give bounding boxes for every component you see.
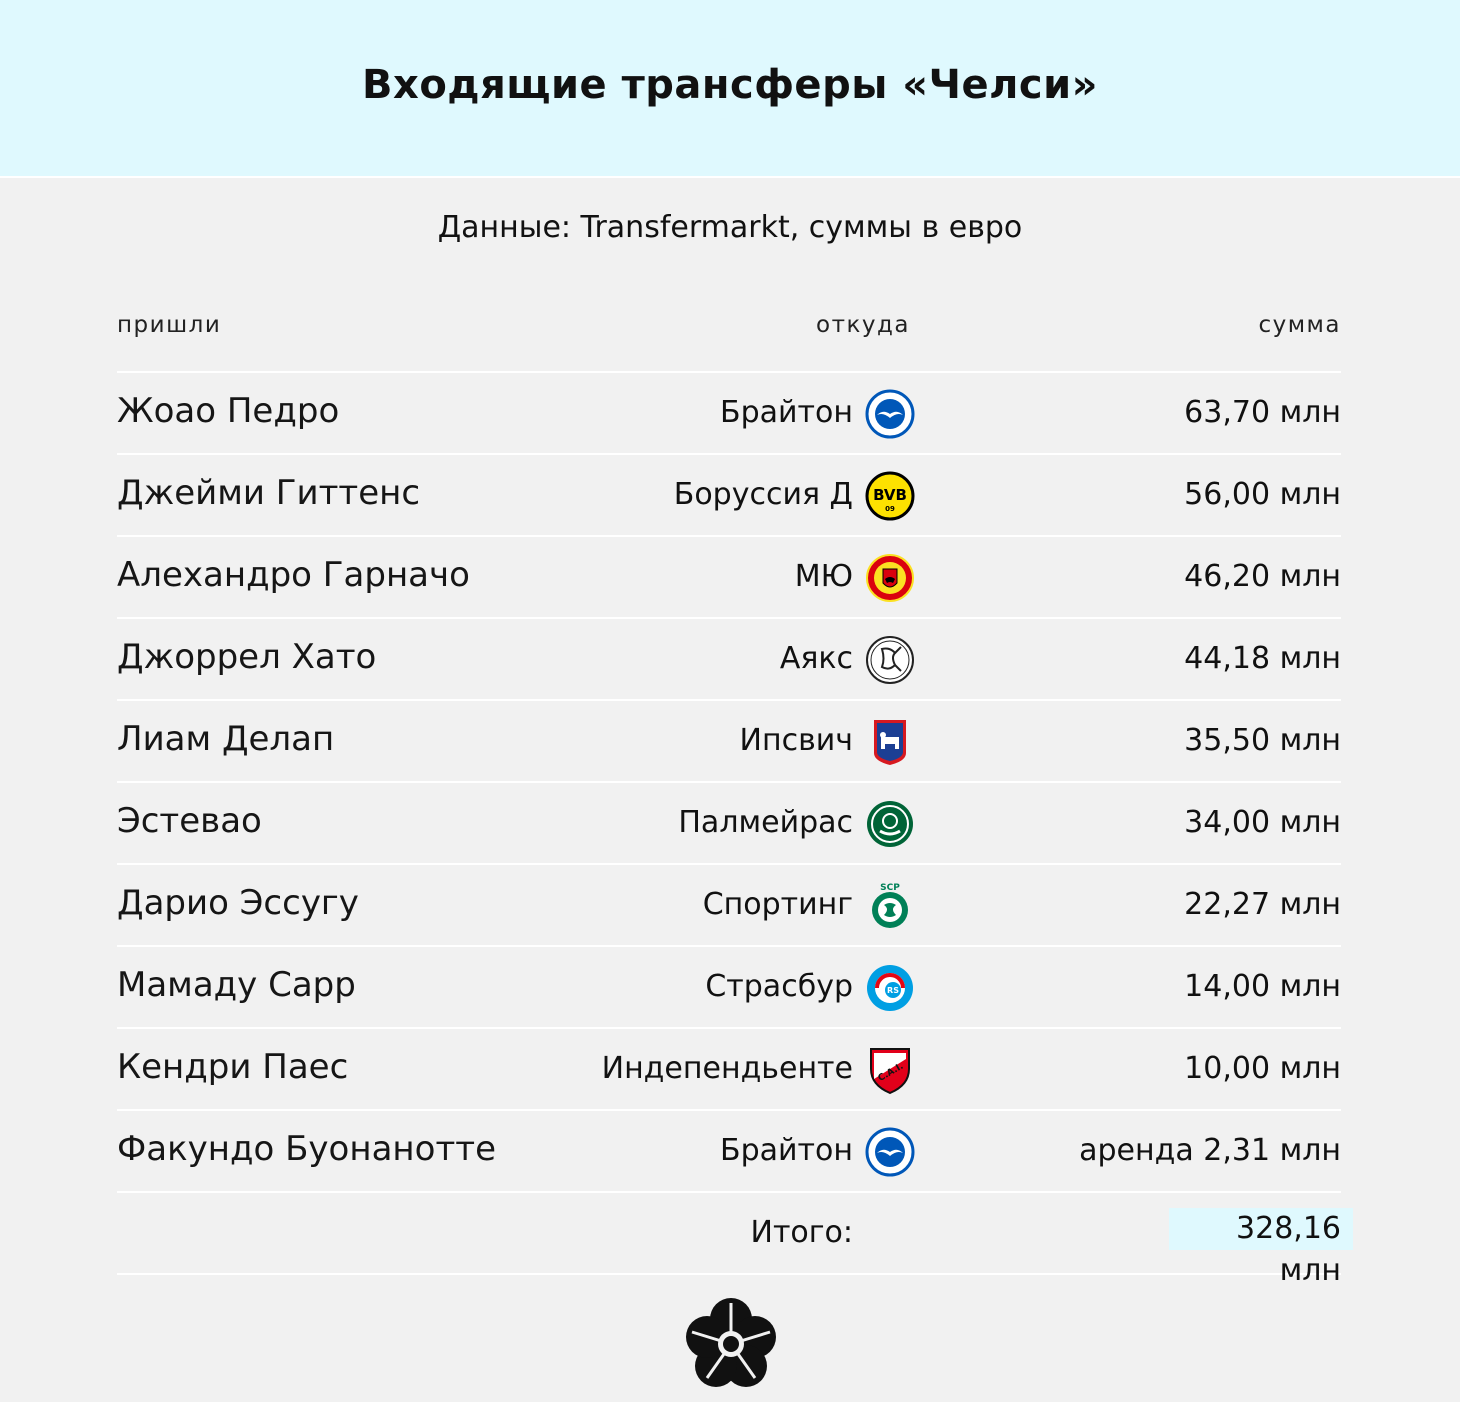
table-row: Джоррел Хато Аякс 44,18 млн: [117, 617, 1341, 699]
player-name: Лиам Делап: [117, 719, 335, 759]
brighton-crest-icon: [865, 389, 915, 439]
svg-text:RS: RS: [887, 986, 899, 995]
player-name: Джоррел Хато: [117, 637, 377, 677]
page-title: Входящие трансферы «Челси»: [362, 62, 1098, 108]
ajax-crest-icon: [866, 636, 914, 684]
header-banner: Входящие трансферы «Челси»: [0, 0, 1460, 178]
club-name: Индепендьенте: [601, 1051, 853, 1086]
table-row: Лиам Делап Ипсвич 35,50 млн: [117, 699, 1341, 781]
total-value: 328,16 млн: [1169, 1208, 1353, 1288]
transfer-sum: 22,27 млн: [1184, 887, 1341, 922]
player-name: Кендри Паес: [117, 1047, 349, 1087]
independiente-crest-icon: C.A.I.: [870, 1048, 910, 1095]
table-row: Мамаду Сарр Страсбур RS 14,00 млн: [117, 945, 1341, 1027]
transfer-sum: 35,50 млн: [1184, 723, 1341, 758]
club-name: Страсбур: [705, 969, 853, 1004]
transfers-table: Жоао Педро Брайтон 63,70 млн Джейми Гитт…: [117, 371, 1353, 1288]
bvb-crest-icon: BVB 09: [865, 471, 915, 521]
strasbourg-crest-icon: RS: [867, 965, 913, 1011]
transfer-sum: аренда 2,31 млн: [1079, 1133, 1341, 1168]
player-name: Дарио Эссугу: [117, 883, 359, 923]
svg-text:BVB: BVB: [873, 486, 907, 504]
player-name: Джейми Гиттенс: [117, 473, 421, 513]
svg-text:09: 09: [885, 505, 895, 513]
table-row: Алехандро Гарначо МЮ 46,20 млн: [117, 535, 1341, 617]
ipswich-crest-icon: [874, 720, 906, 765]
transfer-sum: 56,00 млн: [1184, 477, 1341, 512]
table-row: Жоао Педро Брайтон 63,70 млн: [117, 371, 1341, 453]
player-name: Жоао Педро: [117, 391, 340, 431]
total-label: Итого:: [750, 1215, 854, 1250]
club-name: Палмейрас: [678, 805, 853, 840]
table-row: Джейми Гиттенс Боруссия Д BVB 09 56,00 м…: [117, 453, 1341, 535]
transfer-sum: 46,20 млн: [1184, 559, 1341, 594]
player-name: Алехандро Гарначо: [117, 555, 470, 595]
player-name: Факундо Буонанотте: [117, 1129, 496, 1169]
table-row: Факундо Буонанотте Брайтон аренда 2,31 м…: [117, 1109, 1341, 1191]
transfer-sum: 34,00 млн: [1184, 805, 1341, 840]
table-row: Кендри Паес Индепендьенте C.A.I. 10,00 м…: [117, 1027, 1341, 1109]
club-name: Спортинг: [702, 887, 853, 922]
club-name: Брайтон: [720, 395, 853, 430]
flower-logo-icon: [686, 1298, 776, 1387]
transfer-sum: 10,00 млн: [1184, 1051, 1341, 1086]
transfer-sum: 63,70 млн: [1184, 395, 1341, 430]
club-name: Ипсвич: [739, 723, 853, 758]
svg-text:SCP: SCP: [880, 883, 900, 893]
column-header-sum: сумма: [1258, 312, 1341, 338]
table-row: Дарио Эссугу Спортинг SCP 22,27 млн: [117, 863, 1341, 945]
player-name: Эстевао: [117, 801, 262, 841]
column-header-from: откуда: [816, 312, 910, 338]
club-name: Брайтон: [720, 1133, 853, 1168]
sporting-crest-icon: SCP: [872, 883, 908, 928]
palmeiras-crest-icon: [867, 801, 913, 847]
column-header-name: пришли: [117, 312, 222, 338]
data-source-subtitle: Данные: Transfermarkt, суммы в евро: [437, 210, 1023, 245]
man-united-crest-icon: [866, 554, 914, 602]
transfer-sum: 44,18 млн: [1184, 641, 1341, 676]
brighton-crest-icon: [865, 1127, 915, 1177]
club-name: Аякс: [779, 641, 853, 676]
club-name: МЮ: [794, 559, 853, 594]
club-name: Боруссия Д: [673, 477, 853, 512]
table-row: Эстевао Палмейрас 34,00 млн: [117, 781, 1341, 863]
transfer-sum: 14,00 млн: [1184, 969, 1341, 1004]
player-name: Мамаду Сарр: [117, 965, 356, 1005]
total-row: Итого: 328,16 млн: [117, 1191, 1353, 1288]
